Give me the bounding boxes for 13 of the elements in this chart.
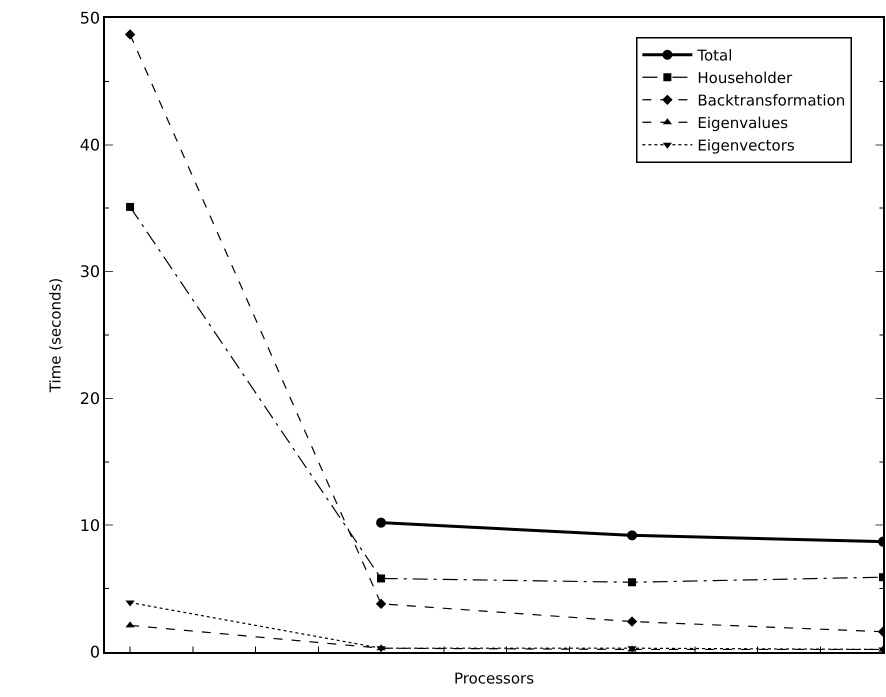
legend-label: Householder bbox=[697, 69, 793, 88]
y-tick-label: 30 bbox=[80, 262, 100, 282]
x-axis-title: Processors bbox=[454, 669, 534, 688]
legend-label: Eigenvalues bbox=[697, 114, 788, 132]
legend-label: Eigenvectors bbox=[697, 136, 795, 155]
y-tick-label: 40 bbox=[80, 135, 100, 154]
y-axis-title: Time (seconds) bbox=[46, 278, 64, 394]
y-tick-label: 10 bbox=[80, 516, 100, 535]
legend-label: Backtransformation bbox=[697, 92, 846, 110]
legend-label: Total bbox=[696, 46, 732, 65]
y-tick-label: 0 bbox=[90, 642, 100, 662]
y-tick-label: 50 bbox=[80, 8, 100, 28]
y-tick-label: 20 bbox=[80, 389, 100, 408]
